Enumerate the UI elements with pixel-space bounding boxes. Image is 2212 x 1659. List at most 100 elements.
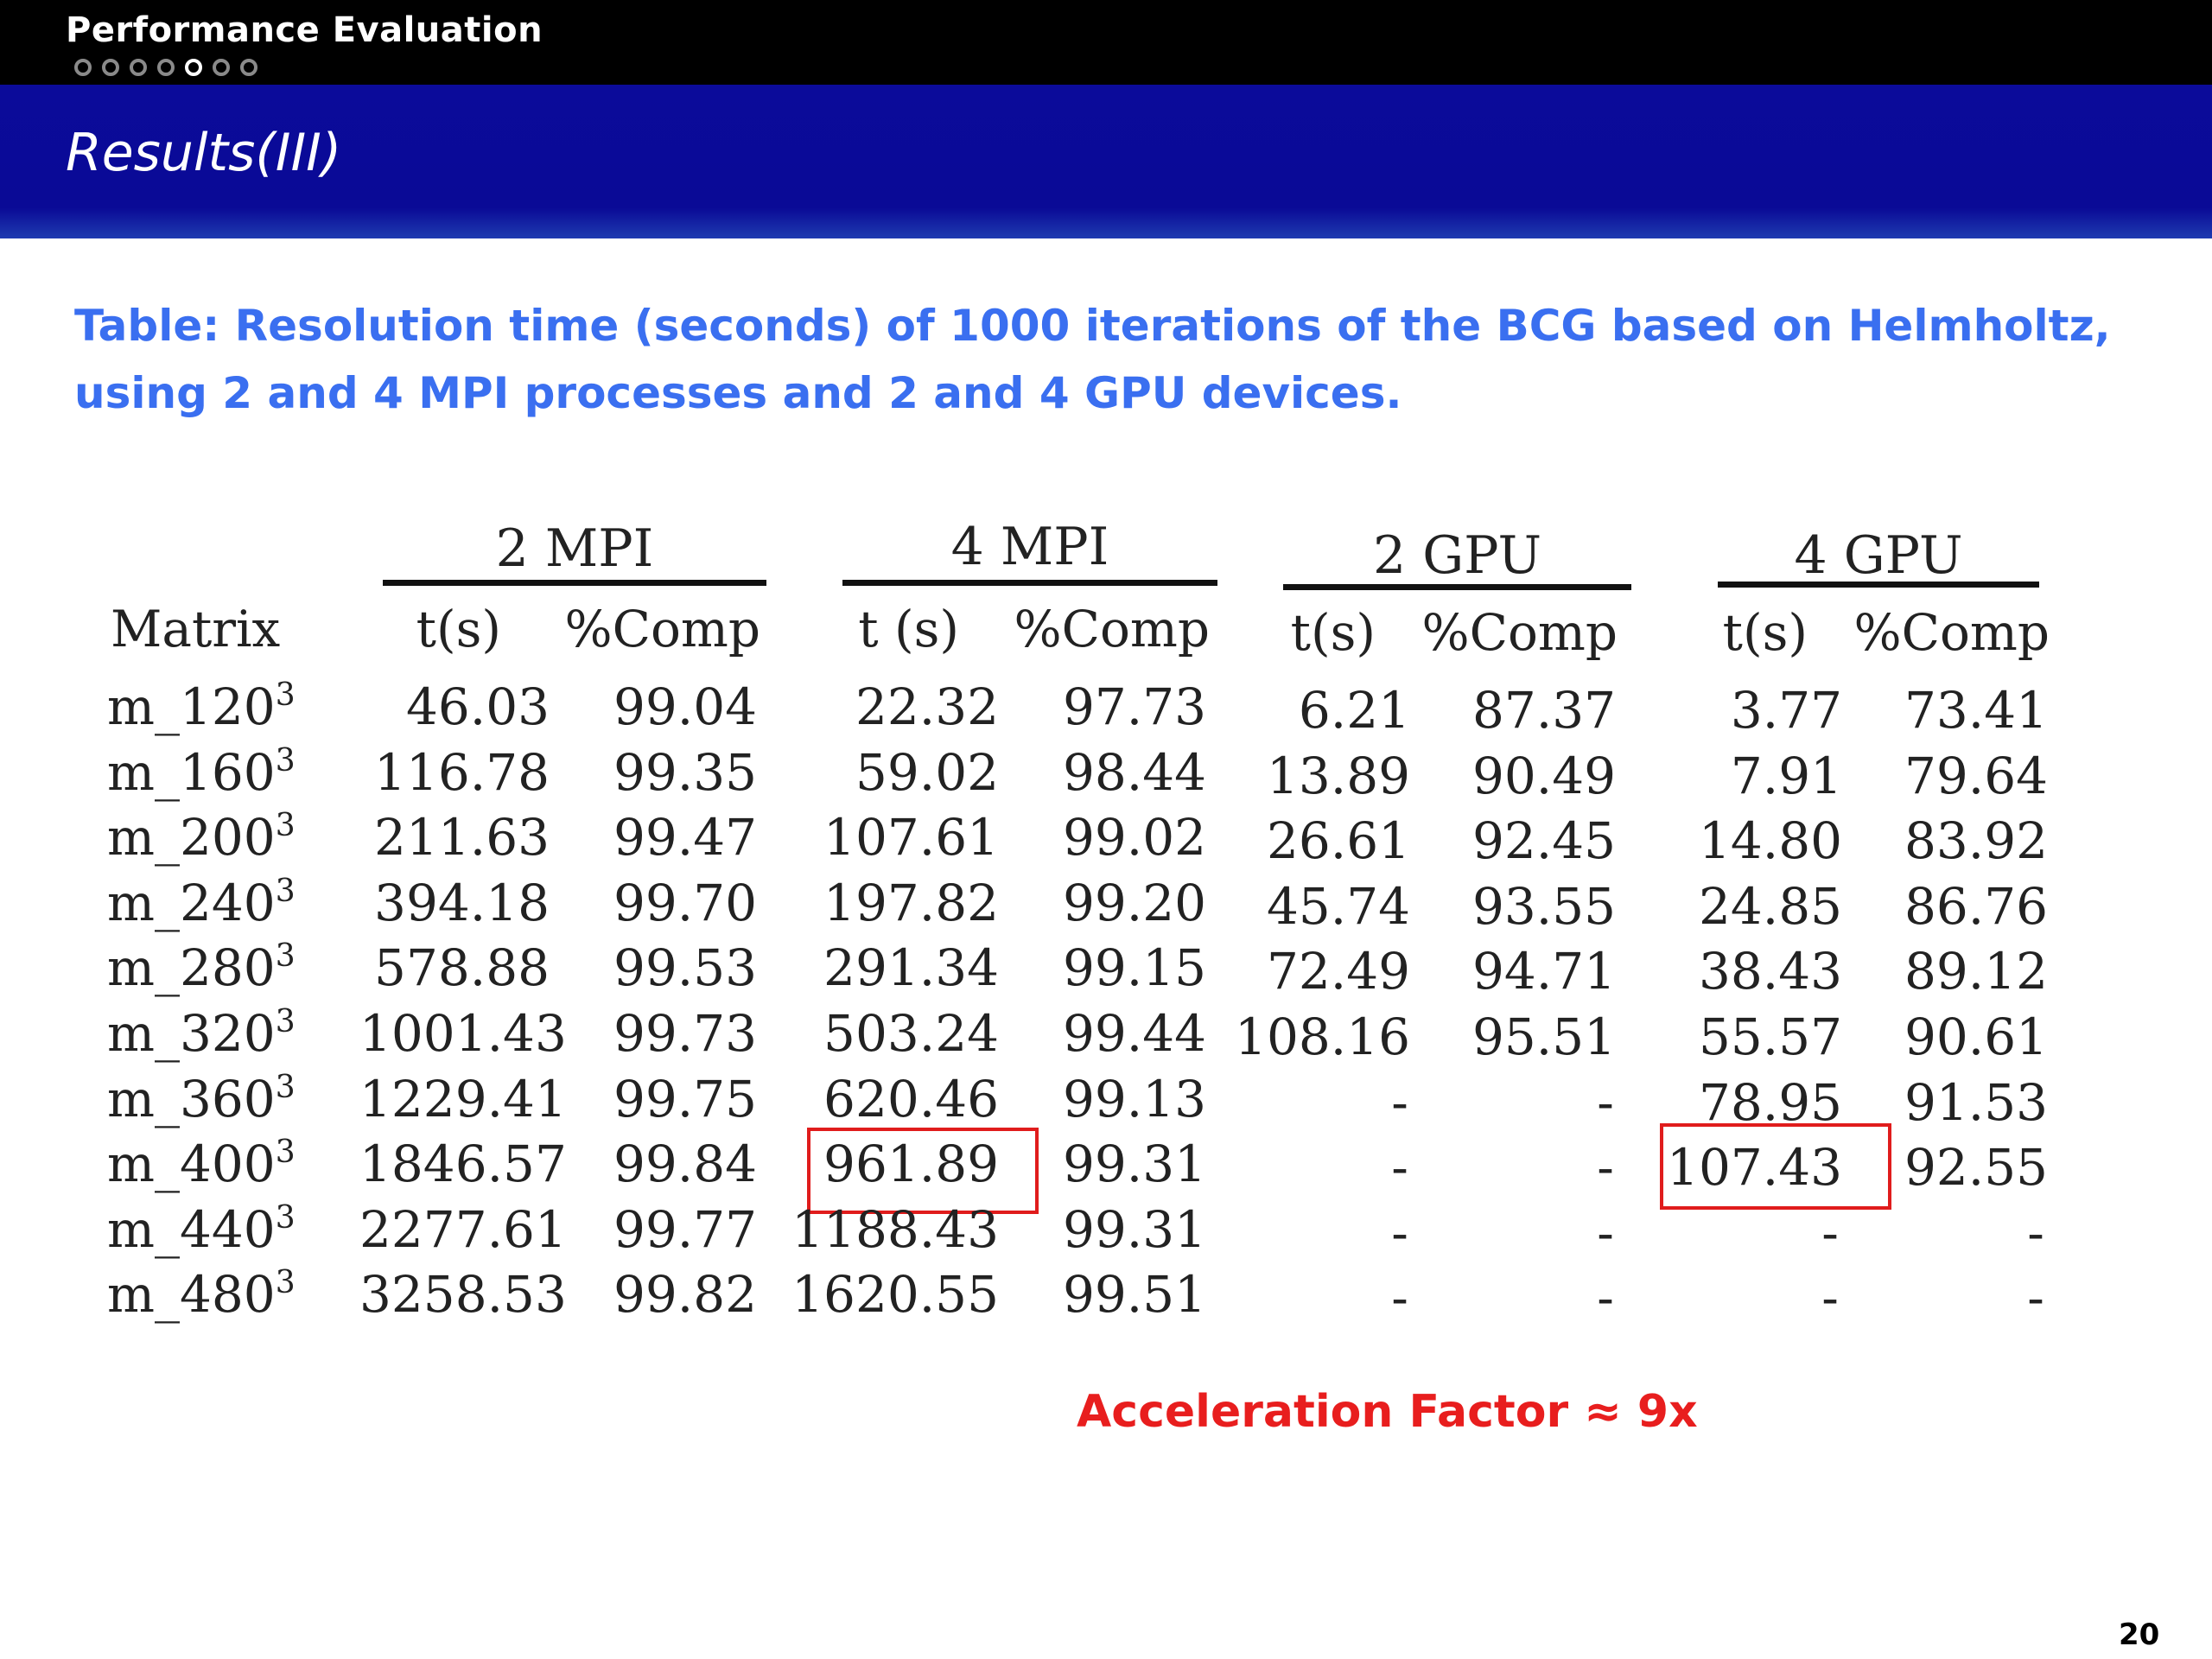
table-cell: 99.15 [1062,938,1206,997]
highlight-box-4mpi-m400 [807,1128,1039,1214]
table-cell: 3258.53 [359,1265,567,1324]
slide-title-bar: Results(III) [0,85,2212,238]
matrix-label: m_2803 [107,938,296,997]
table-cell: 99.20 [1062,874,1206,932]
table-cell: 394.18 [374,874,550,932]
table-cell: 91.53 [1904,1073,2048,1132]
table-cell: - [1391,1138,1408,1197]
matrix-label: m_4403 [107,1200,296,1259]
table-cell: 78.95 [1698,1073,1842,1132]
table-cell: 99.53 [613,938,757,997]
table-cell: 14.80 [1698,811,1842,870]
col-header-matrix: Matrix [111,600,281,658]
col-header-4mpi-comp: %Comp [1014,600,1210,658]
table-cell: 98.44 [1062,743,1206,802]
table-cell: - [1821,1204,1839,1262]
table-cell: 99.73 [613,1004,757,1063]
table-cell: - [1597,1204,1614,1262]
table-cell: 26.61 [1266,811,1410,870]
progress-dot-icon [130,59,147,76]
col-header-2gpu-time: t(s) [1290,603,1376,662]
table-cell: 99.02 [1062,808,1206,867]
matrix-label: m_3603 [107,1070,296,1128]
progress-dot-icon [102,59,119,76]
matrix-label: m_3203 [107,1004,296,1063]
table-cell: 24.85 [1698,877,1842,936]
table-cell: 6.21 [1298,681,1410,740]
table-cell: 99.47 [613,808,757,867]
table-cell: 108.16 [1235,1007,1410,1066]
matrix-label: m_2003 [107,808,296,867]
table-cell: 7.91 [1730,747,1842,805]
group-header-2mpi: 2 MPI [495,518,654,579]
table-cell: 291.34 [823,938,999,997]
table-cell: 99.51 [1062,1265,1206,1324]
table-cell: - [2027,1204,2044,1262]
table-cell: 72.49 [1266,942,1410,1001]
table-cell: 92.45 [1471,811,1616,870]
progress-dots [74,59,257,76]
table-cell: 95.51 [1471,1007,1616,1066]
table-cell: 99.31 [1062,1135,1206,1193]
progress-dot-icon [240,59,257,76]
page-number: 20 [2119,1618,2160,1652]
matrix-label: m_1203 [107,677,296,736]
table-cell: 83.92 [1904,811,2048,870]
table-cell: 99.35 [613,743,757,802]
table-cell: 90.61 [1904,1007,2048,1066]
matrix-label: m_1603 [107,743,296,802]
table-cell: 86.76 [1904,877,2048,936]
table-cell: 1620.55 [791,1265,999,1324]
progress-dot-icon [213,59,230,76]
table-cell: 99.31 [1062,1200,1206,1259]
table-cell: 620.46 [823,1070,999,1128]
table-cell: - [1821,1268,1839,1327]
table-cell: 93.55 [1471,877,1616,936]
table-cell: 1229.41 [359,1070,567,1128]
table-cell: 99.75 [613,1070,757,1128]
table-cell: 1846.57 [359,1135,567,1193]
table-cell: 90.49 [1471,747,1616,805]
group-header-2gpu: 2 GPU [1372,525,1542,586]
table-cell: - [1391,1268,1408,1327]
table-cell: 99.82 [613,1265,757,1324]
table-cell: - [2027,1268,2044,1327]
table-cell: 107.61 [823,808,999,867]
col-header-4mpi-time: t (s) [858,600,959,658]
table-cell: 99.04 [613,677,757,736]
col-header-4gpu-comp: %Comp [1853,603,2050,662]
table-cell: 503.24 [823,1004,999,1063]
table-cell: 87.37 [1471,681,1616,740]
group-rule-2mpi [383,580,766,586]
table-cell: 89.12 [1904,942,2048,1001]
table-cell: 116.78 [374,743,550,802]
table-cell: 79.64 [1904,747,2048,805]
table-cell: 578.88 [374,938,550,997]
table-cell: - [1597,1138,1614,1197]
table-cell: 197.82 [823,874,999,932]
table-cell: 3.77 [1730,681,1842,740]
table-cell: 107.43 [1667,1138,1842,1197]
table-cell: 2277.61 [359,1200,567,1259]
table-cell: 99.44 [1062,1004,1206,1063]
acceleration-factor-note: Acceleration Factor ≈ 9x [1077,1386,1698,1438]
table-cell: - [1597,1073,1614,1132]
group-header-4gpu: 4 GPU [1794,525,1963,586]
table-cell: 92.55 [1904,1138,2048,1197]
table-cell: 46.03 [405,677,550,736]
table-cell: 99.13 [1062,1070,1206,1128]
table-cell: 55.57 [1698,1007,1842,1066]
table-cell: 13.89 [1266,747,1410,805]
group-rule-4gpu [1718,582,2039,588]
table-cell: 97.73 [1062,677,1206,736]
group-rule-4mpi [842,580,1217,586]
matrix-label: m_4003 [107,1135,296,1193]
table-cell: 38.43 [1698,942,1842,1001]
table-cell: 22.32 [855,677,999,736]
table-cell: 1001.43 [359,1004,567,1063]
table-cell: 94.71 [1471,942,1616,1001]
table-cell: 99.84 [613,1135,757,1193]
table-cell: 99.77 [613,1200,757,1259]
table-caption: Table: Resolution time (seconds) of 1000… [74,301,2111,418]
progress-dot-icon [74,59,92,76]
